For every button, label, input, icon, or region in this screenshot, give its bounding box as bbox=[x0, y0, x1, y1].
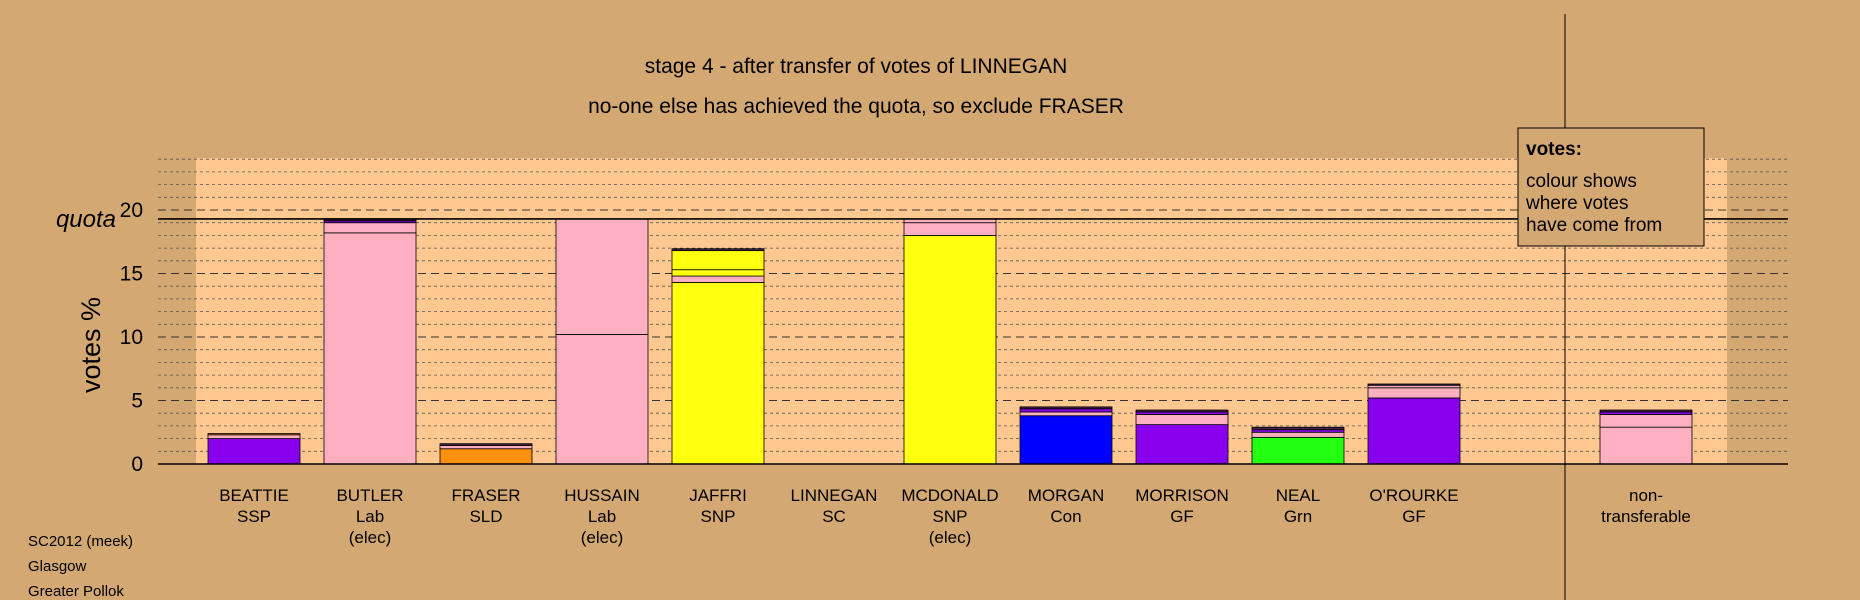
chart-subtitle: no-one else has achieved the quota, so e… bbox=[588, 95, 1124, 118]
y-tick-label: 5 bbox=[131, 390, 143, 413]
bar-segment bbox=[323, 222, 417, 234]
candidate-label: (elec) bbox=[581, 528, 624, 547]
bar-segment bbox=[207, 438, 301, 465]
bar-segment bbox=[1019, 408, 1113, 413]
candidate-label: Grn bbox=[1284, 507, 1312, 526]
legend-line-3: have come from bbox=[1526, 215, 1662, 236]
candidate-labels: BEATTIE SSP BUTLER Lab (elec) FRASER SLD HUSSAI… bbox=[219, 486, 1691, 547]
candidate-label: non- bbox=[1629, 486, 1663, 505]
candidate-label: Lab bbox=[356, 507, 384, 526]
bar-segment bbox=[1367, 383, 1461, 386]
candidate-label: SSP bbox=[237, 507, 271, 526]
candidate-label: MORRISON bbox=[1135, 486, 1229, 505]
bar-segment bbox=[1019, 415, 1113, 465]
bar-segment bbox=[1019, 406, 1113, 410]
candidate-label: transferable bbox=[1601, 507, 1691, 526]
candidate-label: BEATTIE bbox=[219, 486, 289, 505]
candidate-label: GF bbox=[1402, 507, 1426, 526]
candidate-label: Con bbox=[1050, 507, 1081, 526]
bar-segment bbox=[439, 448, 533, 465]
bar-segment bbox=[671, 269, 765, 277]
bar-segment bbox=[1367, 397, 1461, 465]
footer-line-3: Greater Pollok bbox=[28, 583, 124, 600]
bar-segment bbox=[1251, 431, 1345, 438]
y-tick-label: 20 bbox=[120, 199, 143, 222]
candidate-label: SC bbox=[822, 507, 846, 526]
candidate-label: LINNEGAN bbox=[791, 486, 878, 505]
bar-segment bbox=[671, 248, 765, 252]
bar-segment bbox=[1135, 409, 1229, 413]
candidate-label: JAFFRI bbox=[689, 486, 747, 505]
legend-line-2: where votes bbox=[1525, 193, 1628, 214]
bar-segment bbox=[1251, 436, 1345, 465]
candidate-label: BUTLER bbox=[336, 486, 403, 505]
bar-segment bbox=[555, 334, 649, 465]
legend-box: votes: colour shows where votes have com… bbox=[1517, 127, 1705, 247]
y-axis-ticks: 0 5 10 15 20 bbox=[120, 199, 143, 476]
bar-segment bbox=[323, 232, 417, 465]
bar-segment bbox=[671, 250, 765, 271]
candidate-label: Lab bbox=[588, 507, 616, 526]
candidate-label: SNP bbox=[933, 507, 968, 526]
gridlines bbox=[158, 158, 1788, 452]
bar-segment bbox=[671, 275, 765, 283]
bar-segment bbox=[1599, 426, 1693, 465]
y-axis-label: votes % bbox=[76, 297, 106, 393]
bar-segment bbox=[903, 234, 997, 465]
bar-segment bbox=[1599, 414, 1693, 428]
candidate-label: SLD bbox=[469, 507, 502, 526]
candidate-label: SNP bbox=[701, 507, 736, 526]
candidate-label: O'ROURKE bbox=[1369, 486, 1458, 505]
candidate-label: FRASER bbox=[452, 486, 521, 505]
candidate-label: NEAL bbox=[1276, 486, 1320, 505]
bar-segment bbox=[207, 433, 301, 436]
bar-segment bbox=[1135, 424, 1229, 465]
legend-title: votes: bbox=[1526, 139, 1582, 160]
footer-line-2: Glasgow bbox=[28, 558, 87, 575]
bar-segment bbox=[903, 222, 997, 236]
bar-segment bbox=[439, 443, 533, 446]
quota-label: quota bbox=[56, 206, 116, 233]
bar-segment bbox=[1135, 414, 1229, 426]
bar-segment bbox=[1019, 411, 1113, 417]
y-tick-label: 0 bbox=[131, 453, 143, 476]
legend-line-1: colour shows bbox=[1526, 171, 1637, 192]
candidate-label: (elec) bbox=[929, 528, 972, 547]
y-tick-label: 15 bbox=[120, 263, 143, 286]
candidate-label: (elec) bbox=[349, 528, 392, 547]
candidate-label: MCDONALD bbox=[901, 486, 998, 505]
candidate-label: MORGAN bbox=[1028, 486, 1105, 505]
bar-segment bbox=[1367, 387, 1461, 399]
chart-title: stage 4 - after transfer of votes of LIN… bbox=[645, 55, 1068, 78]
bar-segment bbox=[1251, 426, 1345, 431]
bars-group bbox=[207, 218, 1693, 465]
y-tick-label: 10 bbox=[120, 326, 143, 349]
footer: SC2012 (meek) Glasgow Greater Pollok bbox=[28, 533, 133, 600]
footer-line-1: SC2012 (meek) bbox=[28, 533, 133, 550]
bar-segment bbox=[207, 434, 301, 440]
bar-segment bbox=[1599, 409, 1693, 413]
bar-segment bbox=[671, 281, 765, 465]
candidate-label: HUSSAIN bbox=[564, 486, 640, 505]
bar-segment bbox=[555, 218, 649, 335]
candidate-label: GF bbox=[1170, 507, 1194, 526]
bar-segment bbox=[439, 445, 533, 450]
